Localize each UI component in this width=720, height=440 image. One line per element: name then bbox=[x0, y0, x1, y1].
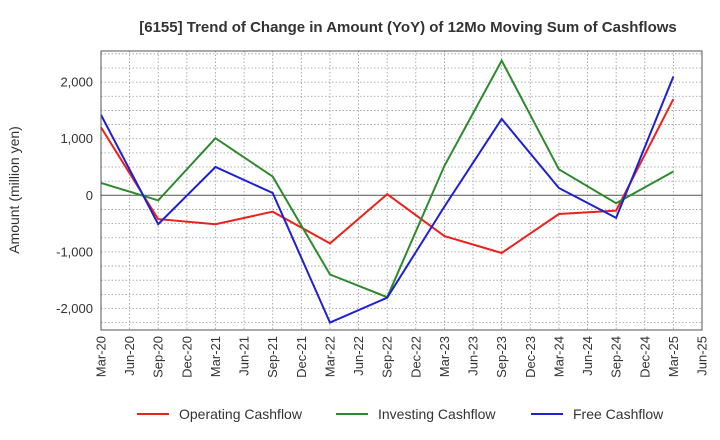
x-tick-label: Mar-21 bbox=[208, 336, 223, 377]
legend-label: Free Cashflow bbox=[573, 406, 664, 422]
x-tick-label: Sep-21 bbox=[265, 336, 280, 378]
x-tick-label: Jun-23 bbox=[466, 336, 481, 376]
plot-frame bbox=[100, 50, 703, 331]
x-tick-label: Dec-23 bbox=[523, 336, 538, 378]
x-tick-label: Jun-20 bbox=[122, 336, 137, 376]
y-tick-label: 0 bbox=[86, 188, 93, 203]
x-tick-label: Sep-23 bbox=[494, 336, 509, 378]
x-tick-label: Jun-24 bbox=[580, 336, 595, 376]
x-tick-label: Jun-22 bbox=[351, 336, 366, 376]
x-tick-label: Sep-20 bbox=[151, 336, 166, 378]
x-tick-label: Jun-25 bbox=[695, 336, 710, 376]
x-tick-label: Dec-24 bbox=[637, 336, 652, 378]
legend-label: Operating Cashflow bbox=[179, 406, 303, 422]
x-tick-label: Dec-21 bbox=[294, 336, 309, 378]
y-tick-label: -2,000 bbox=[56, 301, 93, 316]
x-tick-label: Mar-24 bbox=[551, 336, 566, 377]
x-tick-label: Dec-20 bbox=[179, 336, 194, 378]
series-line bbox=[100, 98, 675, 255]
x-tick-label: Mar-22 bbox=[322, 336, 337, 377]
legend-label: Investing Cashflow bbox=[378, 406, 496, 422]
x-tick-label: Jun-21 bbox=[237, 336, 252, 376]
x-tick-label: Dec-22 bbox=[408, 336, 423, 378]
series-layer bbox=[100, 58, 675, 324]
x-tick-label: Mar-20 bbox=[94, 336, 109, 377]
y-tick-label: -1,000 bbox=[56, 244, 93, 259]
series-line bbox=[100, 76, 675, 324]
legend: Operating Cashflow Investing Cashflow Free… bbox=[137, 406, 664, 422]
y-tick-label: 1,000 bbox=[60, 131, 93, 146]
y-tick-labels: -2,000 -1,000 0 1,000 2,000 bbox=[56, 75, 93, 316]
y-axis-label: Amount (million yen) bbox=[6, 126, 22, 254]
x-tick-label: Sep-22 bbox=[380, 336, 395, 378]
chart-title: [6155] Trend of Change in Amount (YoY) o… bbox=[139, 19, 677, 36]
x-tick-labels: Mar-20 Jun-20 Sep-20 Dec-20 Mar-21 Jun-21 Sep-… bbox=[94, 336, 710, 378]
x-tick-label: Mar-23 bbox=[437, 336, 452, 377]
x-tick-label: Sep-24 bbox=[609, 336, 624, 378]
x-tick-label: Mar-25 bbox=[666, 336, 681, 377]
y-tick-label: 2,000 bbox=[60, 75, 93, 90]
